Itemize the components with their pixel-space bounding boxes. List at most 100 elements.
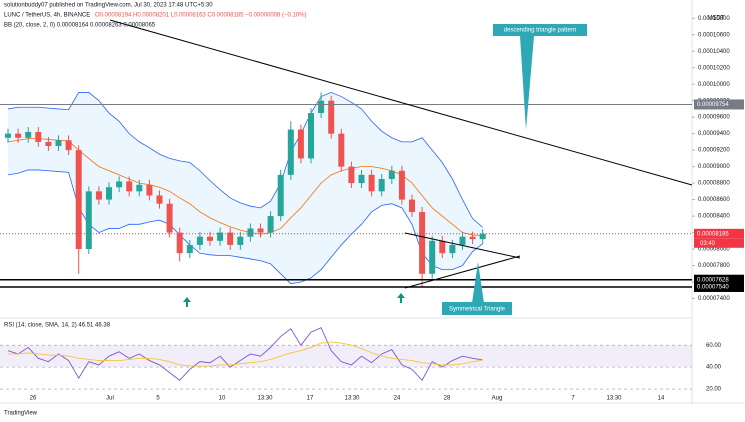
- rsi-line: [8, 341, 483, 367]
- currency: USDT: [708, 16, 725, 22]
- candle-body: [358, 174, 365, 184]
- callout-text: descending triangle pattern: [504, 28, 576, 34]
- callout-pointer: [520, 36, 534, 130]
- ohlc-legend: O0.00008194 H0.00008201 L0.00008163 C0.0…: [95, 13, 307, 19]
- brand: TradingView: [4, 411, 38, 417]
- price-level-box: [694, 228, 744, 239]
- candle-body: [398, 170, 405, 200]
- candle-body: [328, 100, 335, 134]
- rsi-line: [7, 327, 483, 382]
- candle-body: [25, 132, 32, 138]
- price-level-label: 0.00007540: [697, 285, 729, 291]
- candle-body: [65, 140, 72, 151]
- candle-body: [136, 184, 143, 192]
- candle-body: [449, 244, 456, 254]
- candle-body: [227, 232, 234, 245]
- triangle-lower-line: [404, 255, 521, 289]
- candle-body: [338, 133, 345, 167]
- descending-trendline: [109, 19, 693, 186]
- candle-body: [287, 129, 294, 175]
- up-arrow: [183, 297, 191, 307]
- candle-body: [308, 113, 314, 159]
- candle-body: [217, 232, 224, 241]
- y-tick-label: 0.00008600: [698, 197, 730, 203]
- x-tick-label: 7: [571, 396, 575, 402]
- candle-body: [459, 236, 466, 245]
- candle-body: [419, 211, 426, 274]
- y-tick-label: 0.00009000: [698, 164, 730, 170]
- bb-legend: BB (20, close, 2, 0) 0.00008164 0.000082…: [4, 23, 156, 29]
- candle-body: [75, 150, 82, 250]
- triangle-upper-line: [404, 232, 521, 259]
- price-level-box: [694, 281, 744, 292]
- x-tick-label: 28: [444, 396, 451, 402]
- price-level-label: 0.00007628: [697, 277, 729, 283]
- y-tick-label: 0.00010000: [698, 82, 730, 88]
- price-level-box: [694, 99, 744, 110]
- price-level-box: [694, 274, 744, 285]
- y-tick-label: 0.00008800: [698, 181, 730, 187]
- candle-body: [469, 236, 476, 240]
- y-tick-label: 0.00009200: [698, 148, 730, 154]
- y-tick-label: 0.00010600: [698, 32, 730, 38]
- callout-box: [493, 24, 587, 36]
- callout-box: [442, 302, 512, 315]
- x-tick-label: 10: [219, 396, 226, 402]
- candle-body: [267, 216, 274, 233]
- candle-body: [348, 166, 355, 184]
- x-tick-label: 14: [658, 396, 665, 402]
- y-tick-label: 0.00007800: [698, 263, 730, 269]
- rsi-legend: RSI (14, close, SMA, 14, 2) 46.51 46.38: [4, 323, 111, 329]
- x-tick-label: 24: [394, 396, 401, 402]
- candle-body: [106, 187, 112, 200]
- candle-body: [207, 236, 213, 241]
- candle-body: [5, 133, 11, 138]
- price-level-label: 0.00008185: [697, 231, 729, 237]
- x-tick-label: 5: [156, 396, 160, 402]
- candle-body: [318, 100, 325, 114]
- candle-body: [176, 232, 183, 254]
- y-tick-label: 0.00010800: [698, 16, 730, 22]
- x-tick-label: 13:30: [344, 396, 360, 402]
- candle-body: [247, 228, 254, 237]
- y-tick-label: 0.00010400: [698, 49, 730, 55]
- countdown-box: [694, 238, 744, 248]
- candle-body: [45, 141, 52, 147]
- candle-body: [156, 195, 163, 204]
- y-tick-label: 0.00009600: [698, 115, 730, 121]
- candle-body: [55, 140, 62, 147]
- rsi-band: [0, 345, 692, 368]
- band-line: [7, 92, 483, 228]
- up-arrow: [397, 293, 405, 303]
- price-level-label: 0.00009754: [697, 102, 729, 108]
- countdown: 03:40: [700, 241, 716, 247]
- y-tick-label: 0.00008000: [698, 247, 730, 253]
- x-tick-label: Aug: [492, 396, 503, 402]
- candle-body: [116, 181, 123, 188]
- candle-body: [196, 236, 203, 245]
- y-tick-label: 60.00: [706, 343, 722, 349]
- candle-body: [85, 191, 92, 250]
- candle-body: [35, 132, 42, 142]
- candle-body: [378, 178, 385, 192]
- x-tick-label: 26: [30, 396, 37, 402]
- candle-body: [237, 236, 244, 245]
- symbol-title: LUNC / TetherUS, 4h, BINANCE: [4, 13, 90, 19]
- candle-body: [479, 233, 486, 240]
- y-tick-label: 40.00: [706, 365, 722, 371]
- y-tick-label: 20.00: [706, 387, 722, 393]
- candle-body: [439, 240, 446, 254]
- candle-body: [15, 133, 22, 138]
- x-tick-label: 13:30: [257, 396, 273, 402]
- candle-body: [166, 203, 173, 233]
- x-tick-label: 17: [307, 396, 314, 402]
- candle-body: [368, 174, 375, 192]
- band-fill: [8, 92, 483, 284]
- candle-body: [388, 170, 395, 179]
- candle-body: [277, 174, 284, 217]
- candle-body: [297, 129, 304, 159]
- candle-body: [186, 244, 193, 254]
- callout-pointer: [472, 262, 484, 303]
- callout-text: Symmetrical Triangle: [449, 307, 506, 313]
